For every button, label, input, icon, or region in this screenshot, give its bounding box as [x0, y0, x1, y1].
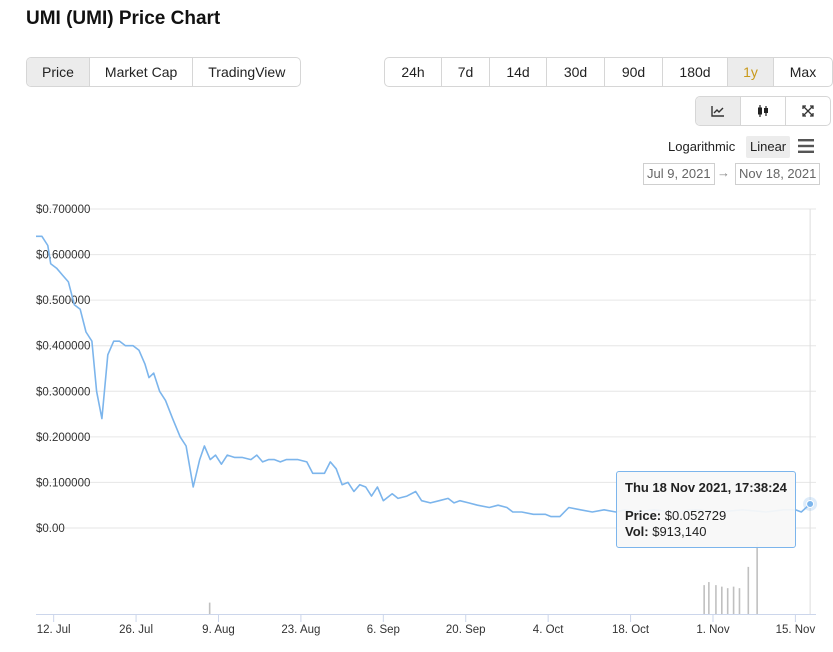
y-tick-label: $0.600000 [36, 250, 90, 262]
volume-bar [747, 566, 750, 614]
x-tick-label: 4. Oct [533, 624, 564, 636]
price-tooltip: Thu 18 Nov 2021, 17:38:24 Price: $0.0527… [616, 471, 796, 548]
range-180d[interactable]: 180d [663, 58, 728, 86]
y-tick-label: $0.500000 [36, 295, 90, 307]
linear-scale-button[interactable]: Linear [746, 136, 791, 158]
range-1y[interactable]: 1y [728, 58, 774, 86]
price-series-line [36, 235, 811, 518]
tooltip-vol-label: Vol: [625, 524, 649, 539]
range-14d[interactable]: 14d [490, 58, 547, 86]
range-90d[interactable]: 90d [605, 58, 663, 86]
date-range-arrow: → [717, 165, 730, 180]
volume-bar [208, 602, 211, 614]
x-tick-label: 12. Jul [37, 624, 71, 636]
candlestick-view-button[interactable] [741, 97, 786, 125]
tooltip-price-label: Price: [625, 508, 662, 523]
volume-bar [715, 585, 717, 614]
x-tick-label: 15. Nov [776, 624, 816, 636]
fullscreen-icon [802, 105, 814, 117]
x-tick-label: 9. Aug [202, 624, 235, 636]
tooltip-price-value: $0.052729 [664, 508, 727, 523]
volume-bar [732, 586, 735, 614]
y-tick-label: $0.100000 [36, 477, 90, 489]
volume-bar [703, 585, 705, 614]
volume-bar [756, 542, 758, 614]
x-tick-label: 20. Sep [446, 624, 486, 636]
fullscreen-button[interactable] [786, 97, 830, 125]
menu-icon[interactable] [798, 139, 814, 153]
y-tick-label: $0.00 [36, 523, 65, 535]
line-chart-icon [711, 106, 724, 117]
price-chart[interactable]: $0.00 $0.100000 $0.200000 $0.300000 $0.40000… [0, 195, 833, 652]
line-chart-view-button[interactable] [696, 97, 741, 125]
volume-bar [708, 582, 710, 614]
page-title: UMI (UMI) Price Chart [26, 8, 221, 29]
range-30d[interactable]: 30d [547, 58, 605, 86]
y-tick-label: $0.300000 [36, 386, 90, 398]
chart-view-toggle [695, 96, 831, 126]
x-tick-label: 26. Jul [119, 624, 153, 636]
x-tick-label: 6. Sep [367, 624, 400, 636]
volume-bar [721, 586, 723, 614]
tab-tradingview[interactable]: TradingView [208, 64, 286, 80]
y-tick-label: $0.200000 [36, 432, 90, 444]
hover-point [806, 499, 815, 508]
tooltip-price-row: Price: $0.052729 [625, 508, 787, 524]
tab-market-cap[interactable]: Market Cap [90, 58, 194, 86]
volume-bar [738, 588, 741, 614]
range-max[interactable]: Max [789, 64, 817, 80]
logarithmic-scale-button[interactable]: Logarithmic [668, 139, 736, 154]
range-7d[interactable]: 7d [442, 58, 490, 86]
tooltip-vol-value: $913,140 [652, 524, 707, 539]
x-tick-label: 1. Nov [696, 624, 729, 636]
candlestick-icon [758, 105, 768, 117]
y-tick-label: $0.400000 [36, 341, 90, 353]
time-range-selector: 24h 7d 14d 30d 90d 180d 1y Max [384, 57, 833, 87]
x-tick-label: 23. Aug [281, 624, 320, 636]
date-from-input[interactable]: Jul 9, 2021 [643, 163, 715, 185]
tab-price[interactable]: Price [27, 58, 90, 86]
y-tick-label: $0.700000 [36, 204, 90, 216]
tooltip-vol-row: Vol: $913,140 [625, 524, 787, 540]
volume-bar [726, 588, 729, 614]
x-tick-label: 18. Oct [612, 624, 650, 636]
date-to-input[interactable]: Nov 18, 2021 [735, 163, 821, 185]
chart-type-tabs: Price Market Cap TradingView [26, 57, 302, 87]
tooltip-date: Thu 18 Nov 2021, 17:38:24 [625, 480, 787, 495]
range-24h[interactable]: 24h [385, 58, 442, 86]
